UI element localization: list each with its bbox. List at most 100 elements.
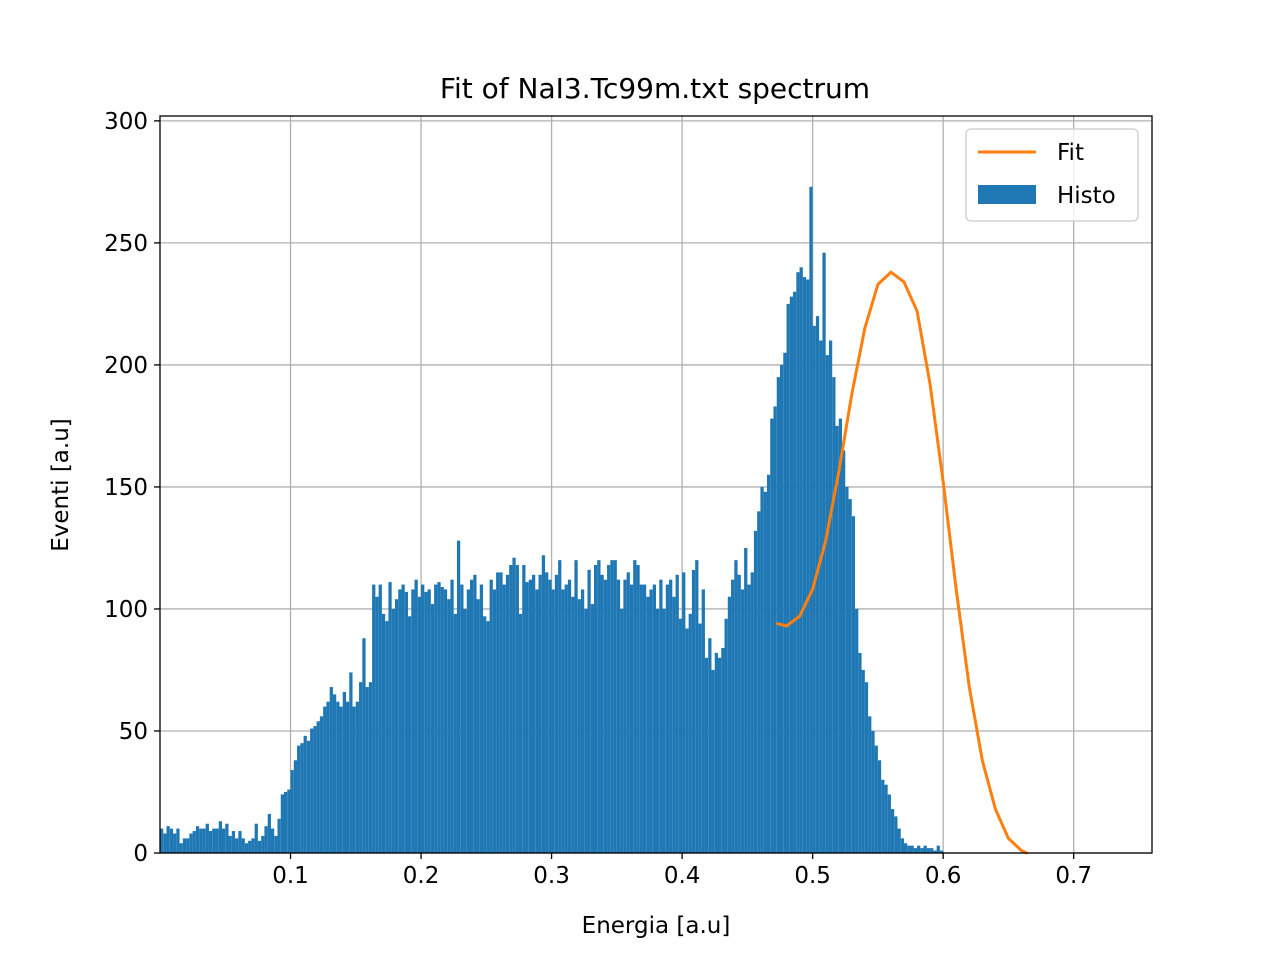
histogram-bar — [626, 572, 630, 853]
plot-frame — [159, 115, 1153, 854]
histogram-bar — [793, 291, 797, 853]
histogram-bar — [613, 560, 617, 853]
histogram-bar — [505, 574, 510, 853]
histogram-bar — [182, 838, 187, 853]
histogram-bar — [195, 826, 200, 853]
histogram-bar — [822, 252, 826, 854]
histogram-bar — [594, 565, 598, 853]
y-tick-label: 300 — [104, 109, 148, 135]
histogram-bar — [297, 745, 301, 853]
histogram-bar — [398, 589, 402, 853]
histogram-bar — [904, 843, 908, 853]
histogram-bar — [760, 486, 764, 853]
histogram-bar — [169, 828, 174, 853]
histogram-bar — [636, 565, 640, 853]
histogram-bar — [835, 425, 839, 853]
histogram-bar — [750, 572, 754, 853]
histogram-bar — [607, 565, 611, 853]
histogram-bar — [691, 569, 696, 853]
histogram-bar — [215, 828, 219, 853]
histogram-bar — [766, 474, 771, 853]
histogram-bar — [649, 589, 653, 853]
histogram-bar — [267, 813, 271, 853]
histogram-bar — [819, 340, 823, 853]
histogram-bar — [440, 586, 444, 853]
histogram-bar — [509, 565, 513, 853]
histogram-bar — [597, 560, 601, 853]
histogram-bar — [336, 701, 340, 853]
histogram-bar — [871, 730, 875, 853]
histogram-bar — [881, 779, 885, 853]
histogram-bar — [251, 838, 255, 853]
histogram-bar — [877, 760, 882, 853]
histogram-bar — [254, 823, 258, 853]
histogram-bar — [737, 574, 741, 853]
y-tick-label: 100 — [104, 597, 148, 623]
histogram-bar — [770, 418, 774, 853]
histogram-bar — [424, 591, 428, 853]
histogram-bar — [633, 560, 637, 853]
histogram-bar — [427, 589, 431, 853]
histogram-bar — [453, 613, 457, 853]
histogram-bar — [724, 618, 728, 853]
histogram-bar — [747, 584, 751, 853]
histogram-bar — [828, 340, 833, 853]
histogram-bar — [616, 579, 621, 853]
histogram-bar — [430, 604, 435, 853]
histogram-bar — [584, 608, 588, 853]
fit-line — [775, 270, 1029, 855]
histogram-bar — [489, 579, 493, 853]
histogram-bar — [329, 687, 333, 853]
histogram-bar — [346, 701, 350, 853]
histogram-bar — [502, 584, 506, 853]
histogram-bar — [401, 584, 405, 853]
histogram-bar — [466, 589, 470, 853]
histogram-bar — [910, 845, 914, 853]
histogram-bar — [176, 828, 180, 853]
histogram-bar — [855, 608, 859, 853]
histogram-bar — [930, 848, 934, 853]
histogram-bar — [421, 584, 425, 853]
histogram-bar — [522, 565, 526, 853]
histogram-bar — [845, 486, 849, 853]
histogram-bar — [620, 608, 624, 853]
histogram-bar — [479, 584, 484, 853]
histogram-bar — [244, 843, 249, 853]
histogram-bar — [375, 596, 379, 853]
histogram-bar — [652, 584, 656, 853]
plot-area: 0.1 0.2 0.3 0.4 0.5 0.6 0.7 0 50 100 150 200 250 300 — [104, 109, 1153, 889]
histogram-bar — [447, 599, 451, 853]
histogram-bar — [326, 701, 330, 853]
y-tick-label: 250 — [104, 231, 148, 257]
histogram-bar — [385, 621, 389, 853]
histogram-bar — [786, 303, 790, 853]
histogram-bar — [450, 579, 454, 853]
histogram-bar — [809, 186, 813, 853]
histogram-bar — [463, 608, 467, 853]
x-tick-label: 0.6 — [925, 863, 962, 889]
histogram-bar — [411, 589, 415, 853]
histogram-bar — [708, 638, 712, 853]
y-axis-ticks: 0 50 100 150 200 250 300 — [104, 109, 160, 867]
histogram-bar — [548, 579, 552, 853]
histogram-bar — [714, 652, 718, 853]
histogram-bar — [812, 325, 816, 854]
histogram-bar — [404, 591, 408, 853]
legend-histo-swatch — [978, 185, 1036, 204]
histogram-bar — [776, 377, 780, 853]
histogram-bar — [518, 613, 523, 853]
histogram-bar — [378, 584, 382, 853]
histogram-bar — [704, 657, 709, 853]
histogram-bar — [799, 267, 803, 853]
histogram-bar — [228, 835, 232, 853]
histogram-bar — [355, 701, 360, 853]
histogram-bar — [763, 491, 767, 853]
histogram-bar — [208, 831, 213, 853]
histogram-bar — [590, 604, 594, 853]
histogram-bar — [512, 557, 516, 853]
histogram-bar — [310, 728, 314, 853]
histogram-bar — [874, 745, 878, 853]
histogram-bar — [939, 850, 944, 853]
histogram-bar — [293, 760, 298, 853]
